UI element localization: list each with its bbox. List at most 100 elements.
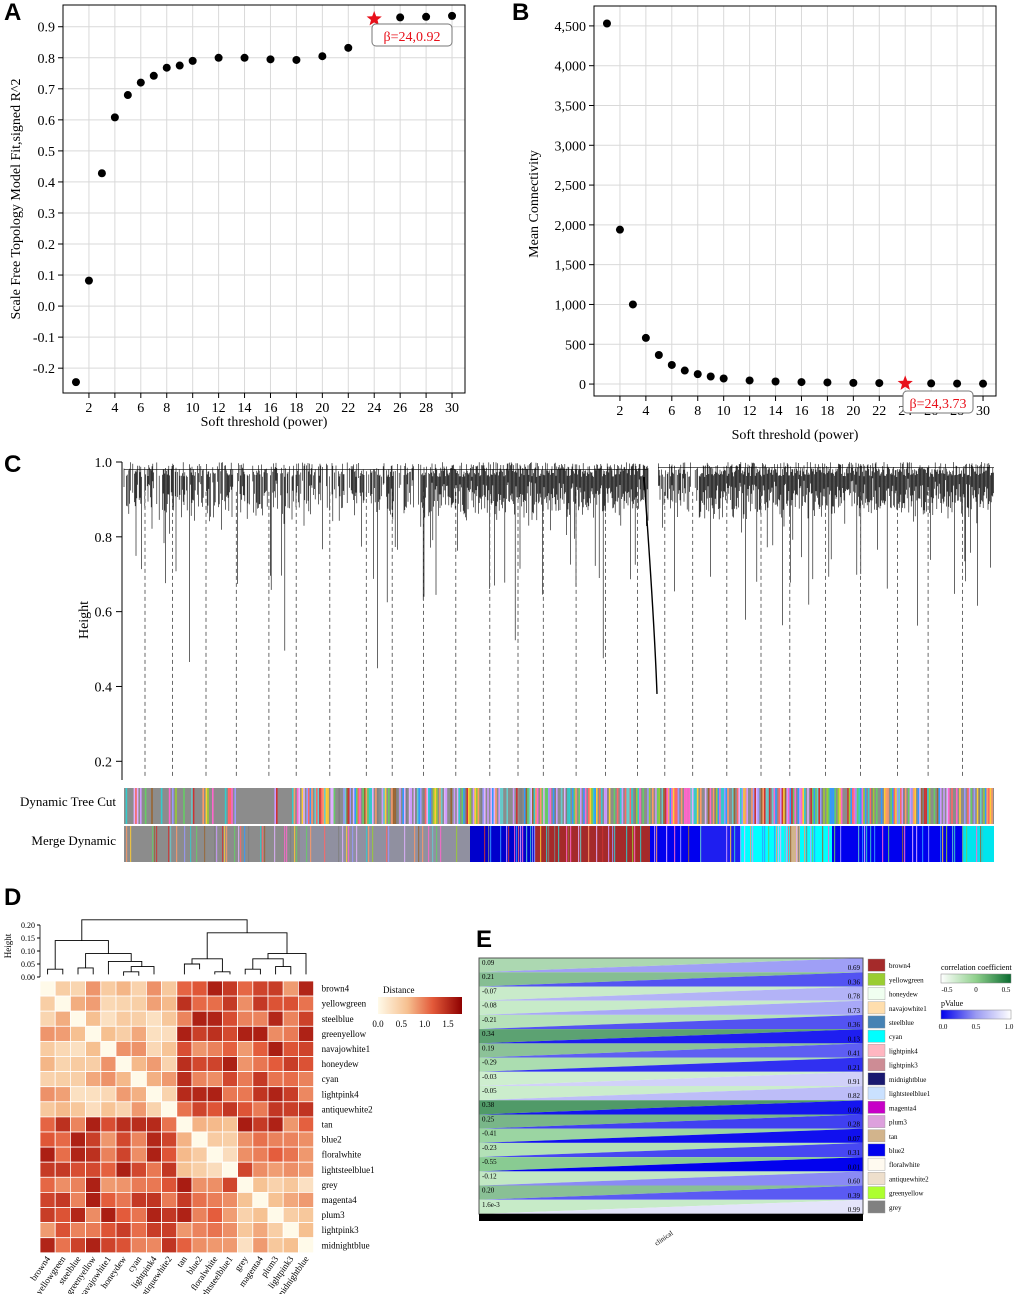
heatmap-cell <box>130 1131 147 1148</box>
chart-e-pvalue-ticks: 0.0 0.5 1.0 <box>939 1023 1014 1031</box>
color-bar-segment <box>887 788 889 824</box>
legend-tick-label: 0.5 <box>396 1019 408 1029</box>
merge-bar-segment <box>874 826 876 862</box>
heatmap-cell <box>85 1041 102 1057</box>
merge-bar-segment <box>196 826 198 862</box>
heatmap-cell <box>221 1131 238 1148</box>
heatmap-cell <box>161 1056 178 1073</box>
module-swatch <box>867 1072 886 1086</box>
heatmap-cell <box>70 1010 87 1027</box>
merge-bar-segment <box>902 826 904 862</box>
color-bar-segment <box>168 788 171 824</box>
color-bar-segment <box>956 788 958 824</box>
row-label: lightpink3 <box>322 1225 360 1235</box>
color-bar-segment <box>637 788 640 824</box>
color-bar-segment <box>440 788 443 824</box>
correlation-triangle <box>479 1157 863 1172</box>
heatmap-cell <box>252 1131 269 1148</box>
color-bar-segment <box>573 788 576 824</box>
color-bar-segment <box>912 788 915 824</box>
data-point <box>84 276 93 285</box>
heatmap-cell <box>176 1025 193 1042</box>
merge-bar-segment <box>922 826 924 862</box>
heatmap-cell <box>282 1161 299 1178</box>
heatmap-cell <box>161 1025 178 1042</box>
heatmap-cell <box>237 1101 254 1118</box>
color-bar-segment <box>314 788 316 824</box>
heatmap-cell <box>85 1222 102 1239</box>
merge-bar-segment <box>262 826 264 862</box>
heatmap-cell <box>130 1192 147 1208</box>
heatmap-cell <box>70 1222 87 1239</box>
heatmap-cell <box>221 1010 238 1027</box>
y-tick-label: 0.5 <box>38 145 56 160</box>
merge-bar-segment <box>726 826 728 862</box>
color-bar-segment <box>900 788 902 824</box>
heatmap-cell <box>237 1222 254 1239</box>
heatmap-cell <box>252 1176 269 1193</box>
module-swatch <box>867 1029 886 1043</box>
heatmap-cell <box>176 995 193 1012</box>
heatmap-cell <box>282 1237 299 1254</box>
heatmap-cell <box>130 1101 147 1118</box>
heatmap-cell <box>267 1192 284 1208</box>
chart-d-heatmap-cells <box>39 980 314 1254</box>
heatmap-cell <box>70 1207 87 1224</box>
heatmap-cell <box>237 1192 254 1208</box>
heatmap-cell <box>39 1192 56 1208</box>
color-bar-segment <box>799 788 801 824</box>
heatmap-cell <box>115 1192 132 1208</box>
heatmap-cell <box>267 1041 284 1057</box>
correlation-value: 1.6e-3 <box>482 1201 500 1209</box>
color-bar-segment <box>365 788 368 824</box>
chart-a-annotation: β=24,0.92 <box>383 30 440 45</box>
height-tick-label: 0.15 <box>21 934 35 943</box>
merge-bar-segment <box>240 826 242 862</box>
y-tick-label: 0.4 <box>38 176 56 191</box>
merge-bar-segment <box>432 826 434 862</box>
data-point <box>615 225 624 234</box>
heatmap-cell <box>100 1116 117 1133</box>
heatmap-cell <box>85 1086 102 1103</box>
x-tick-label: 6 <box>668 404 675 419</box>
color-bar-segment <box>338 788 340 824</box>
heatmap-cell <box>237 1176 254 1193</box>
color-bar-segment <box>330 788 332 824</box>
data-point <box>706 372 715 381</box>
chart-a-y-ticks: -0.2 -0.1 0.0 0.1 0.2 0.3 0.4 0.5 0.6 0.7 0.8 0.9 <box>33 21 63 377</box>
merge-bar-segment <box>248 826 250 862</box>
color-bar-segment <box>375 788 377 824</box>
color-bar-segment <box>429 788 432 824</box>
merge-module-block <box>124 826 300 862</box>
merge-bar-segment <box>602 826 604 862</box>
color-bar-segment <box>520 788 523 824</box>
color-bar-segment <box>477 788 480 824</box>
color-bar-segment <box>140 788 142 824</box>
color-bar-segment <box>772 788 774 824</box>
merge-bar-segment <box>566 826 568 862</box>
heatmap-cell <box>54 1101 71 1118</box>
heatmap-cell <box>252 1071 269 1088</box>
heatmap-cell <box>206 1207 223 1224</box>
color-bar-segment <box>832 788 835 824</box>
color-bar-segment <box>861 788 864 824</box>
color-bar-segment <box>765 788 768 824</box>
color-bar-segment <box>964 788 966 824</box>
heatmap-cell <box>252 1237 269 1254</box>
module-swatch <box>867 987 886 1000</box>
color-bar-segment <box>692 788 694 824</box>
y-tick-label: 0.8 <box>38 52 56 67</box>
color-bar-segment <box>133 788 136 824</box>
data-point <box>628 300 637 309</box>
heatmap-cell <box>191 980 208 997</box>
x-tick-label: 30 <box>445 401 459 416</box>
merge-bar-segment <box>812 826 814 862</box>
corr-legend-tick: -0.5 <box>941 986 953 994</box>
color-bar-segment <box>532 788 534 824</box>
merge-bar-segment <box>866 826 868 862</box>
pvalue-value: 0.91 <box>848 1078 861 1086</box>
chart-a-points <box>71 11 457 387</box>
color-bar-segment <box>468 788 470 824</box>
heatmap-cell <box>130 1071 147 1088</box>
merge-bar-segment <box>224 826 226 862</box>
